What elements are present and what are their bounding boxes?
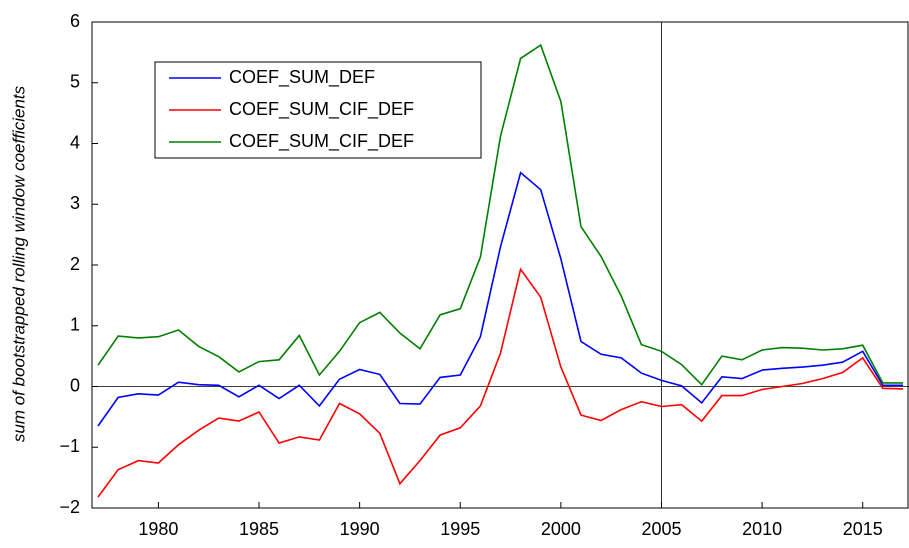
legend-label: COEF_SUM_DEF	[229, 67, 375, 88]
y-tick-label: 4	[70, 132, 80, 152]
y-tick-label: 3	[70, 193, 80, 213]
legend-label: COEF_SUM_CIF_DEF	[229, 131, 414, 152]
x-tick-label: 2010	[742, 519, 782, 539]
y-tick-label: 6	[70, 11, 80, 31]
x-tick-label: 1995	[440, 519, 480, 539]
x-tick-label: 1980	[138, 519, 178, 539]
x-tick-label: 2005	[641, 519, 681, 539]
y-tick-label: −2	[59, 497, 80, 517]
x-tick-label: 1985	[239, 519, 279, 539]
x-tick-label: 1990	[340, 519, 380, 539]
series-line	[97, 267, 904, 498]
y-tick-label: −1	[59, 436, 80, 456]
x-tick-label: 2000	[541, 519, 581, 539]
y-tick-label: 1	[70, 315, 80, 335]
y-tick-label: 5	[70, 72, 80, 92]
legend-label: COEF_SUM_CIF_DEF	[229, 99, 414, 120]
x-tick-label: 2015	[843, 519, 883, 539]
y-tick-label: 0	[70, 375, 80, 395]
y-axis-label: sum of bootstrapped rolling window coeff…	[9, 85, 28, 442]
series-line	[97, 171, 903, 427]
y-tick-label: 2	[70, 254, 80, 274]
series-line	[97, 43, 903, 386]
